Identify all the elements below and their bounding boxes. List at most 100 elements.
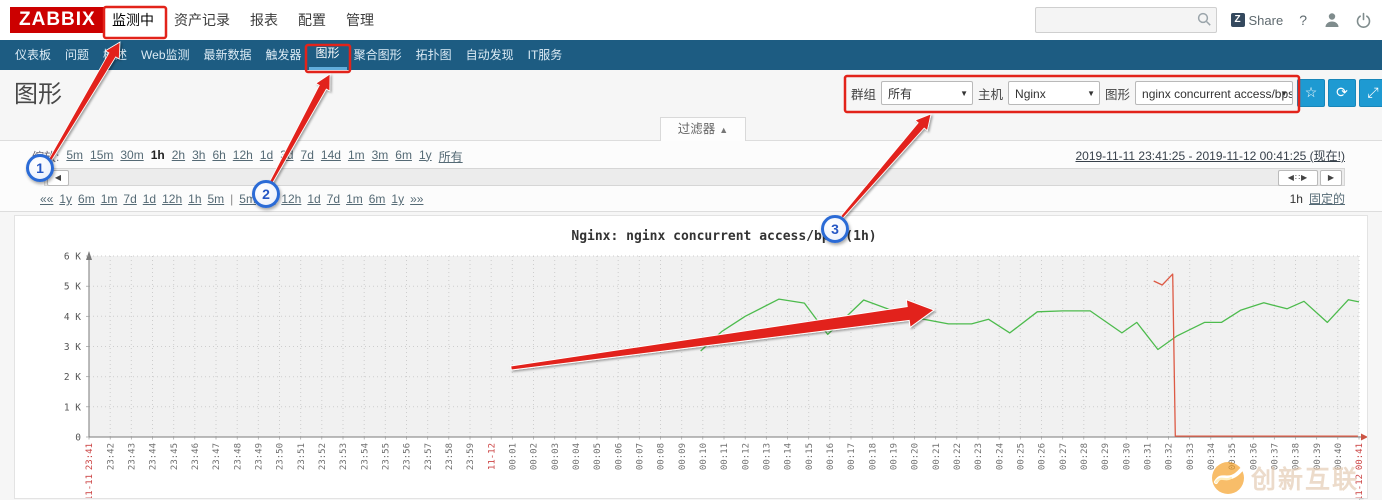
svg-text:00:28: 00:28 [1080,443,1090,470]
svg-text:00:03: 00:03 [551,443,561,470]
svg-text:00:20: 00:20 [911,443,921,470]
host-label: 主机 [978,87,1004,102]
menu-item[interactable]: 配置 [298,12,326,28]
fixed-link[interactable]: 固定的 [1308,192,1345,206]
range-separator: | [230,192,234,206]
svg-text:3 K: 3 K [64,342,81,353]
subnav-item[interactable]: 问题 [65,48,90,62]
range-link[interactable]: 1h [188,192,202,206]
graph-select[interactable]: nginx concurrent access/bps ▼ [1135,81,1294,105]
date-range-link[interactable]: 2019-11-11 23:41:25 - 2019-11-12 00:41:2… [1075,149,1345,163]
range-link[interactable]: 1m [346,192,363,206]
zoom-option-link[interactable]: 6h [212,147,226,162]
svg-text:6 K: 6 K [64,252,81,263]
subnav-item[interactable]: 自动发现 [465,48,514,62]
zoom-option-link[interactable]: 6m [395,147,412,162]
group-select[interactable]: 所有 ▼ [881,81,974,105]
search-icon[interactable] [1197,12,1212,32]
scrollbar-resize-handle[interactable]: ◀∷▶ [1278,170,1318,186]
zoom-option-link[interactable]: 1d [259,147,274,162]
fullscreen-button[interactable]: ⤢ [1359,79,1382,107]
svg-text:00:37: 00:37 [1271,443,1281,470]
zoom-option-link[interactable]: 3h [192,147,206,162]
zoom-option-link[interactable]: 7d [300,147,314,162]
zoom-option-link[interactable]: 3m [371,147,389,162]
range-link[interactable]: »» [410,192,424,206]
range-link[interactable]: 5m [207,192,225,206]
menu-item[interactable]: 管理 [346,12,374,28]
range-link[interactable]: 7d [123,192,137,206]
subnav-item[interactable]: 图形 [308,40,347,70]
svg-text:00:41: 00:41 [1355,443,1365,470]
range-link[interactable]: 1m [100,192,118,206]
svg-text:Nginx: nginx concurrent access: Nginx: nginx concurrent access/bps (1h) [571,229,876,244]
zoom-option-link[interactable]: 2h [171,147,186,162]
help-button[interactable]: ? [1299,12,1307,28]
svg-text:23:54: 23:54 [360,443,370,470]
filter-collapse-tab[interactable]: 过滤器 ▲ [660,117,746,141]
logout-power-icon[interactable] [1355,12,1372,29]
svg-text:00:07: 00:07 [636,443,646,470]
range-link[interactable]: 5m [239,192,256,206]
range-link[interactable]: 12h [162,192,183,206]
menu-item[interactable]: 报表 [250,12,278,28]
range-link[interactable]: 1y [59,192,73,206]
zoom-option-link[interactable]: 15m [90,147,114,162]
range-link[interactable]: 1d [307,192,321,206]
subnav-item[interactable]: IT服务 [527,48,563,62]
time-scrollbar[interactable]: ◀ ◀∷▶ ▶ [44,168,1345,186]
range-link[interactable]: 1y [391,192,405,206]
svg-text:00:32: 00:32 [1165,443,1175,470]
range-link[interactable]: 7d [326,192,341,206]
zoom-option-link[interactable]: 5m [66,147,84,162]
svg-text:00:34: 00:34 [1207,443,1217,470]
range-link[interactable]: 1h [261,192,276,206]
nginx-graph-svg: 0 1 K 2 K 3 K 4 K 5 K 6 K 23:41 11-11 23:42 23:43 2… [64,229,1368,500]
refresh-button[interactable]: ⟳ [1328,79,1356,107]
svg-text:00:24: 00:24 [995,443,1005,470]
graph-chart-panel: 0 1 K 2 K 3 K 4 K 5 K 6 K 23:41 11-11 23:42 23:43 2… [14,215,1368,500]
profile-icon[interactable] [1323,11,1341,29]
subnav-item[interactable]: 触发器 [265,48,302,62]
share-label: Share [1248,12,1284,28]
zoom-option-link[interactable]: 14d [320,147,341,162]
range-link[interactable]: 6m [368,192,386,206]
group-label: 群组 [851,87,877,102]
svg-text:00:25: 00:25 [1017,443,1027,470]
scrollbar-left-arrow[interactable]: ◀ [47,170,69,186]
zoom-option-link[interactable]: 1m [347,147,365,162]
zoom-option-link[interactable]: 12h [232,147,253,162]
zoom-option-link[interactable]: 1h [150,147,165,162]
subnav-item[interactable]: 聚合图形 [353,48,402,62]
svg-text:00:30: 00:30 [1122,443,1132,470]
search-input[interactable] [1039,9,1194,31]
range-link[interactable]: 12h [281,192,302,206]
subnav-item[interactable]: 拓扑图 [415,48,452,62]
range-link[interactable]: 6m [78,192,95,206]
range-link[interactable]: «« [40,192,54,206]
zoom-option-link[interactable]: 1y [418,147,432,162]
svg-text:23:50: 23:50 [276,443,286,470]
menu-item[interactable]: 监测中 [112,12,154,28]
scrollbar-right-arrow[interactable]: ▶ [1320,170,1342,186]
menu-item[interactable]: 资产记录 [174,12,230,28]
subnav-item[interactable]: 概述 [103,48,128,62]
subnav-item[interactable]: 仪表板 [15,48,52,62]
share-button[interactable]: Z Share [1230,12,1284,28]
svg-text:11-12: 11-12 [1355,474,1365,498]
svg-text:00:33: 00:33 [1186,443,1196,470]
svg-text:0: 0 [75,433,81,444]
zoom-option-link[interactable]: 30m [120,147,144,162]
svg-text:00:29: 00:29 [1101,443,1111,470]
zoom-option-link[interactable]: 3d [280,147,294,162]
group-select-value: 所有 [888,87,913,101]
subnav-item[interactable]: Web监测 [141,48,190,62]
range-link[interactable]: 1d [142,192,157,206]
host-select[interactable]: Nginx ▼ [1008,81,1101,105]
svg-text:23:55: 23:55 [382,443,392,470]
global-search-box[interactable] [1034,7,1217,33]
favorite-star-button[interactable]: ☆ [1297,79,1325,107]
svg-text:23:44: 23:44 [149,443,159,470]
subnav-item[interactable]: 最新数据 [203,48,252,62]
zoom-option-link[interactable]: 所有 [438,149,463,164]
